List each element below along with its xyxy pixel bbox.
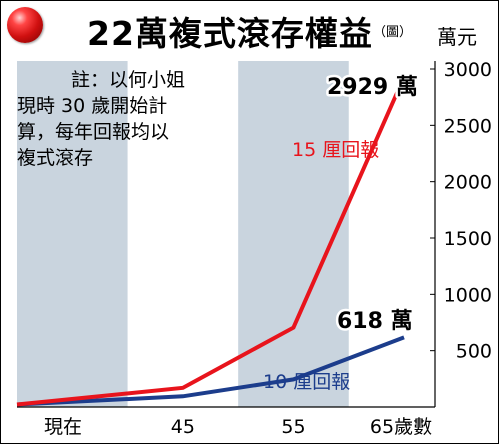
- y-tick-label: 3000: [444, 59, 492, 81]
- x-tick-label: 45: [171, 416, 195, 438]
- note-line: 註：以何小姐: [71, 69, 186, 91]
- end-value-label-blue: 618 萬: [337, 309, 413, 334]
- shaded-band: [17, 61, 128, 407]
- y-tick-label: 2500: [444, 115, 492, 137]
- note-line: 算，每年回報均以: [17, 121, 170, 143]
- chart-title: 22萬複式滾存權益: [87, 14, 373, 53]
- shaded-band: [238, 61, 349, 407]
- series-label-red: 15 厘回報: [292, 139, 379, 161]
- annotation-note: 註：以何小姐 現時 30 歲開始計 算，每年回報均以 複式滾存: [17, 67, 232, 171]
- red-ball-icon: [7, 7, 43, 43]
- series-line-red: [16, 76, 406, 407]
- note-line: 複式滾存: [17, 147, 94, 169]
- y-tick-label: 2000: [444, 172, 492, 194]
- series-line-blue: [16, 335, 405, 407]
- y-tick-label: 1500: [444, 228, 492, 250]
- title-note: （圖）: [373, 25, 413, 40]
- x-tick-label: 現在: [44, 416, 82, 438]
- note-line: 現時 30 歲開始計: [17, 95, 168, 117]
- x-tick-label: 55: [281, 416, 305, 438]
- y-tick-label: 500: [456, 341, 492, 363]
- end-value-label-red: 2929 萬: [327, 75, 418, 100]
- y-axis-unit: 萬元: [437, 25, 477, 49]
- y-tick-label: 1000: [444, 284, 492, 306]
- series-label-blue: 10 厘回報: [263, 371, 350, 393]
- x-tick-label: 65歲數: [370, 416, 432, 438]
